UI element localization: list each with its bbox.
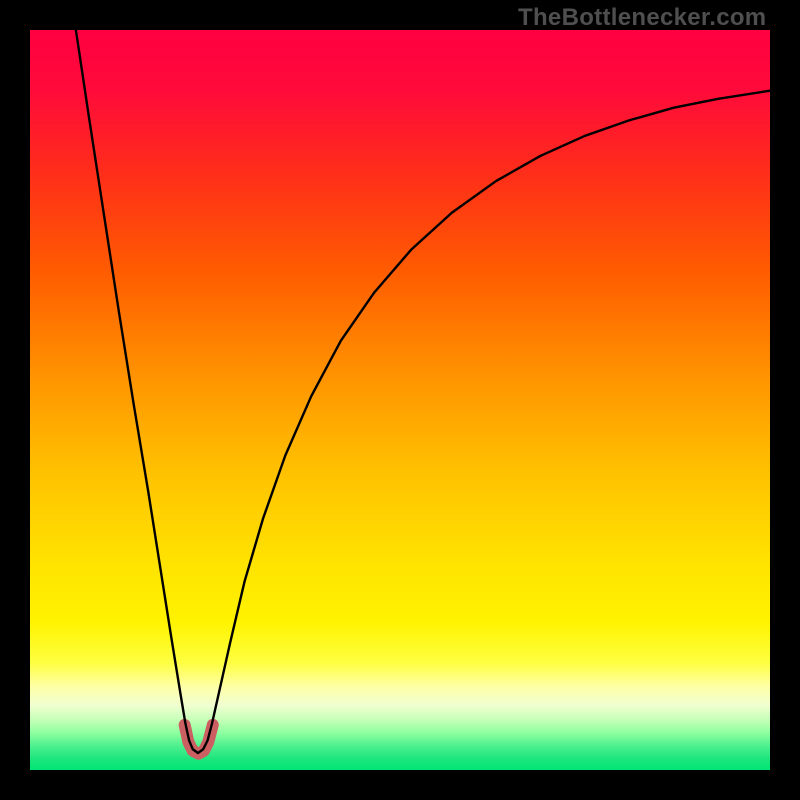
- watermark-label: TheBottlenecker.com: [518, 4, 766, 32]
- gradient-background: [30, 30, 770, 770]
- plot-area: [30, 30, 770, 770]
- chart-svg: [30, 30, 770, 770]
